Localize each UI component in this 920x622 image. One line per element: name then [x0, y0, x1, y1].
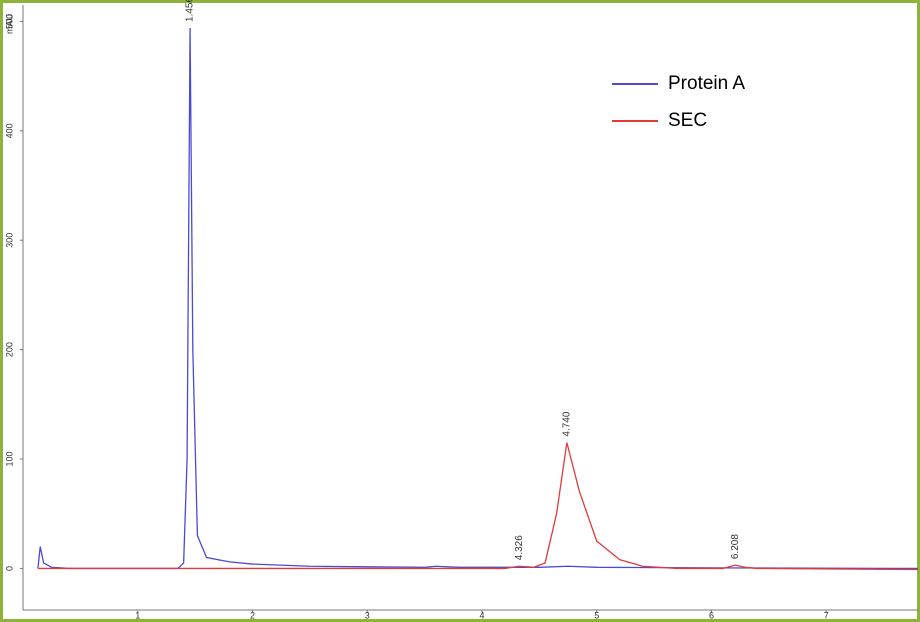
peak-label: 4.740: [562, 411, 573, 436]
y-tick-label: 0: [4, 566, 14, 571]
y-axis-label: mAU: [4, 14, 14, 34]
peak-label: 1.456: [185, 0, 196, 22]
peak-label: 4.326: [514, 535, 525, 560]
peak-label: 6.208: [730, 534, 741, 559]
series-line: [37, 442, 919, 571]
y-tick-label: 500: [4, 14, 14, 29]
y-tick-label: 400: [4, 123, 14, 138]
y-tick-label: 200: [4, 342, 14, 357]
series-line: [37, 27, 919, 570]
y-tick-label: 100: [4, 452, 14, 467]
x-tick-label: 2: [250, 610, 255, 620]
legend-label: SEC: [668, 110, 707, 131]
x-tick-label: 3: [365, 610, 370, 620]
legend-label: Protein A: [668, 73, 745, 94]
x-tick-label: 1: [135, 610, 140, 620]
x-tick-label: 5: [594, 610, 599, 620]
y-tick-label: 300: [4, 233, 14, 248]
x-tick-label: 4: [479, 610, 484, 620]
x-tick-label: 6: [709, 610, 714, 620]
x-tick-label: 7: [824, 610, 829, 620]
